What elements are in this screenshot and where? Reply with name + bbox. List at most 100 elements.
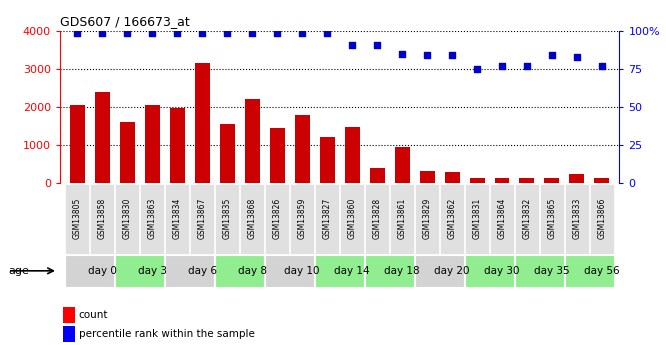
Point <box>547 52 557 58</box>
Text: GSM13828: GSM13828 <box>372 198 382 239</box>
Text: GSM13862: GSM13862 <box>448 198 457 239</box>
Point <box>197 30 208 35</box>
Bar <box>194 63 210 183</box>
Bar <box>345 127 360 183</box>
Text: GSM13827: GSM13827 <box>322 198 332 239</box>
FancyBboxPatch shape <box>565 184 589 254</box>
Text: day 30: day 30 <box>484 266 519 276</box>
Point <box>247 30 258 35</box>
FancyBboxPatch shape <box>515 184 539 254</box>
Text: age: age <box>8 266 29 276</box>
FancyBboxPatch shape <box>315 184 339 254</box>
FancyBboxPatch shape <box>215 255 264 287</box>
Bar <box>594 178 609 183</box>
Text: day 6: day 6 <box>188 266 217 276</box>
Point <box>472 66 482 72</box>
Text: percentile rank within the sample: percentile rank within the sample <box>79 329 254 339</box>
Point <box>222 30 232 35</box>
Text: GSM13832: GSM13832 <box>522 198 531 239</box>
Point <box>72 30 83 35</box>
FancyBboxPatch shape <box>265 255 314 287</box>
FancyBboxPatch shape <box>415 184 439 254</box>
Text: day 14: day 14 <box>334 266 370 276</box>
Text: GDS607 / 166673_at: GDS607 / 166673_at <box>60 16 190 29</box>
Bar <box>394 147 410 183</box>
Text: GSM13860: GSM13860 <box>348 198 357 239</box>
Point <box>571 54 582 60</box>
FancyBboxPatch shape <box>465 184 489 254</box>
Bar <box>470 178 485 183</box>
FancyBboxPatch shape <box>215 184 239 254</box>
FancyBboxPatch shape <box>115 255 165 287</box>
FancyBboxPatch shape <box>515 255 564 287</box>
Bar <box>95 92 110 183</box>
Point <box>447 52 458 58</box>
Point <box>372 42 382 48</box>
Bar <box>519 178 534 183</box>
FancyBboxPatch shape <box>415 255 464 287</box>
FancyBboxPatch shape <box>115 184 139 254</box>
FancyBboxPatch shape <box>590 184 614 254</box>
Text: GSM13864: GSM13864 <box>498 198 507 239</box>
Point <box>297 30 308 35</box>
Point <box>397 51 408 57</box>
Text: GSM13805: GSM13805 <box>73 198 82 239</box>
Bar <box>445 172 460 183</box>
FancyBboxPatch shape <box>165 255 214 287</box>
Text: GSM13861: GSM13861 <box>398 198 407 239</box>
Point <box>497 63 507 69</box>
Text: GSM13834: GSM13834 <box>172 198 182 239</box>
FancyBboxPatch shape <box>390 184 414 254</box>
Bar <box>245 99 260 183</box>
Point <box>521 63 532 69</box>
Text: day 3: day 3 <box>138 266 167 276</box>
FancyBboxPatch shape <box>290 184 314 254</box>
Bar <box>70 105 85 183</box>
Bar <box>220 124 235 183</box>
FancyBboxPatch shape <box>565 255 614 287</box>
FancyBboxPatch shape <box>65 255 115 287</box>
Point <box>347 42 358 48</box>
Bar <box>294 115 310 183</box>
Text: GSM13863: GSM13863 <box>148 198 157 239</box>
FancyBboxPatch shape <box>340 184 364 254</box>
Bar <box>494 178 509 183</box>
Text: GSM13868: GSM13868 <box>248 198 257 239</box>
FancyBboxPatch shape <box>240 184 264 254</box>
FancyBboxPatch shape <box>65 184 89 254</box>
Text: day 8: day 8 <box>238 266 267 276</box>
Text: GSM13831: GSM13831 <box>472 198 482 239</box>
Point <box>172 30 182 35</box>
FancyBboxPatch shape <box>141 184 165 254</box>
FancyBboxPatch shape <box>190 184 214 254</box>
Text: GSM13859: GSM13859 <box>298 198 307 239</box>
Bar <box>420 171 435 183</box>
Text: GSM13835: GSM13835 <box>222 198 232 239</box>
FancyBboxPatch shape <box>265 184 289 254</box>
Text: GSM13867: GSM13867 <box>198 198 207 239</box>
Point <box>322 30 332 35</box>
Text: GSM13858: GSM13858 <box>98 198 107 239</box>
Text: GSM13830: GSM13830 <box>123 198 132 239</box>
Text: day 10: day 10 <box>284 266 320 276</box>
Text: count: count <box>79 310 108 320</box>
FancyBboxPatch shape <box>91 184 115 254</box>
Bar <box>320 137 335 183</box>
Point <box>597 63 607 69</box>
Text: day 35: day 35 <box>534 266 569 276</box>
Text: GSM13826: GSM13826 <box>272 198 282 239</box>
Text: day 0: day 0 <box>88 266 117 276</box>
Text: GSM13829: GSM13829 <box>422 198 432 239</box>
Text: day 20: day 20 <box>434 266 470 276</box>
Point <box>97 30 108 35</box>
Bar <box>170 108 184 183</box>
Bar <box>545 178 559 183</box>
Bar <box>569 174 585 183</box>
Point <box>147 30 158 35</box>
FancyBboxPatch shape <box>440 184 464 254</box>
FancyBboxPatch shape <box>490 184 514 254</box>
Bar <box>145 105 160 183</box>
Text: day 56: day 56 <box>584 266 619 276</box>
FancyBboxPatch shape <box>540 184 564 254</box>
FancyBboxPatch shape <box>365 255 414 287</box>
